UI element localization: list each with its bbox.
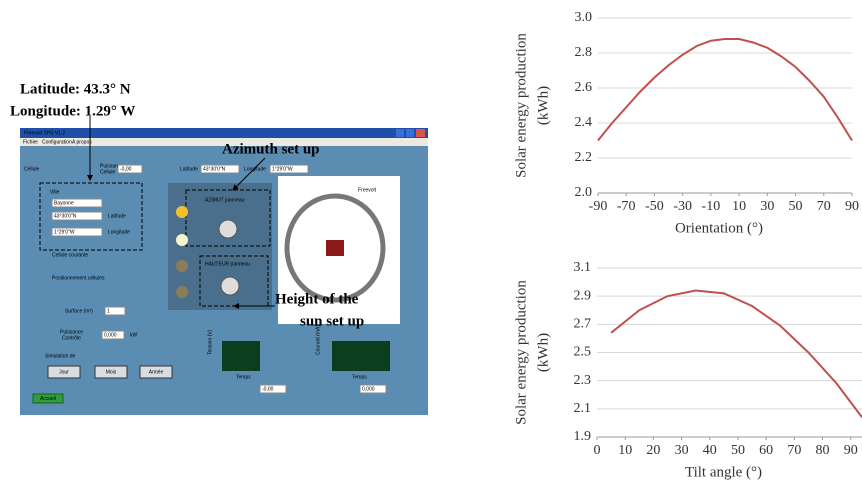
x-tick-label: 90 [845,199,859,214]
button-label[interactable]: Accueil [40,396,56,402]
field-label: Cellule [24,166,40,172]
field-value: 0,000 [104,332,117,338]
annotation: Longitude: 1.29° W [10,103,135,119]
y-axis-title: Solar energy production [513,33,529,178]
panel-label: HAUTEUR panneau [205,261,250,267]
x-tick-label: 40 [703,443,717,458]
graph-label: Temps [236,374,251,380]
y-tick-label: 2.3 [574,373,592,388]
x-tick-label: 10 [732,199,746,214]
sun-icon [176,206,188,218]
window-title: Freevolt SPS V1.2 [24,130,65,136]
field-value: 1°29'0"W [272,166,293,172]
figure: Latitude: 43.3° N Longitude: 1.29° W Azi… [0,0,862,483]
x-tick-label: 30 [760,199,774,214]
sun-icon [176,260,188,272]
annotation: sun set up [300,313,364,329]
x-tick-label: -50 [645,199,664,214]
y-tick-label: 2.1 [574,401,592,416]
y-tick-label: 2.5 [574,345,592,360]
x-tick-label: 30 [675,443,689,458]
data-line [598,39,852,141]
field-label: Longitude [244,166,266,172]
x-tick-label: 50 [731,443,745,458]
field-label: Ville [50,189,60,195]
y-tick-label: 3.1 [574,260,592,275]
y-tick-label: 1.9 [574,429,592,444]
graph-label: Temps [352,374,367,380]
x-tick-label: 50 [789,199,803,214]
azimuth-dial[interactable] [219,220,237,238]
current-graph [332,341,390,371]
field-label: Surface (m²) [65,308,93,314]
y-tick-label: 3.0 [575,10,593,25]
sun-icon [176,286,188,298]
button-label[interactable]: Jour [59,369,69,375]
field-label: Cellule courante [52,252,88,258]
menu-item[interactable]: Fichier [23,139,38,145]
field-value[interactable]: 1 [107,308,110,314]
field-value[interactable]: Bayonne [54,200,74,206]
unit-label: kW [130,332,138,338]
x-tick-label: 70 [817,199,831,214]
field-label: Latitude [180,166,198,172]
annotation: Azimuth set up [222,141,320,157]
y-tick-label: 2.7 [574,317,592,332]
title-bar [20,128,428,138]
field-label: Latitude [108,213,126,219]
voltage-graph [222,341,260,371]
menu-item[interactable]: A propos [72,139,92,145]
x-axis-title: Orientation (°) [675,220,763,236]
field-label: Simulation de [45,353,76,359]
y-tick-label: 2.9 [574,288,592,303]
field-value: 1°29'0"W [54,229,75,235]
x-tick-label: -90 [589,199,608,214]
y-tick-label: 2.4 [575,115,593,130]
y-tick-label: 2.0 [575,185,593,200]
height-dial[interactable] [221,277,239,295]
x-tick-label: 0 [594,443,601,458]
field-label: Positionnement cellules [52,275,105,281]
field-label: Cellule [100,169,116,175]
maximize-button[interactable] [406,129,414,137]
x-tick-label: -70 [617,199,636,214]
field-label: Contrôle [62,335,81,341]
field-label: Longitude [108,229,130,235]
solar-tracker [326,240,344,256]
annotation: Latitude: 43.3° N [20,81,131,97]
y-axis-title: Solar energy production [513,280,529,425]
field-value: -0,00 [120,166,132,172]
field-value: 0,000 [362,386,375,392]
y-tick-label: 2.6 [575,80,593,95]
x-tick-label: 20 [646,443,660,458]
panel-label: AZIMUT panneau [205,197,245,203]
annotation: Height of the [275,291,359,307]
graph-label: Courant (mA) [315,325,321,355]
x-tick-label: 70 [787,443,801,458]
close-button[interactable] [416,129,425,137]
y-axis-title: (kWh) [535,333,551,372]
button-label[interactable]: Mois [106,369,117,375]
button-label[interactable]: Année [149,369,164,375]
brand: Freevolt [358,187,377,193]
minimize-button[interactable] [396,129,404,137]
x-tick-label: 90 [844,443,858,458]
x-tick-label: 10 [618,443,632,458]
graph-label: Tension (V) [207,329,213,355]
x-tick-label: 60 [759,443,773,458]
x-axis-title: Tilt angle (°) [685,464,762,480]
y-axis-title: (kWh) [535,86,551,125]
menu-item[interactable]: Configuration [42,139,72,145]
sun-icon [176,234,188,246]
x-tick-label: -10 [702,199,721,214]
field-value: 43°30'0"N [203,166,226,172]
y-tick-label: 2.8 [575,45,593,60]
data-line [611,291,862,418]
field-value: -0,00 [262,386,274,392]
field-value: 43°30'0"N [54,213,77,219]
y-tick-label: 2.2 [575,150,593,165]
x-tick-label: 80 [816,443,830,458]
x-tick-label: -30 [673,199,692,214]
